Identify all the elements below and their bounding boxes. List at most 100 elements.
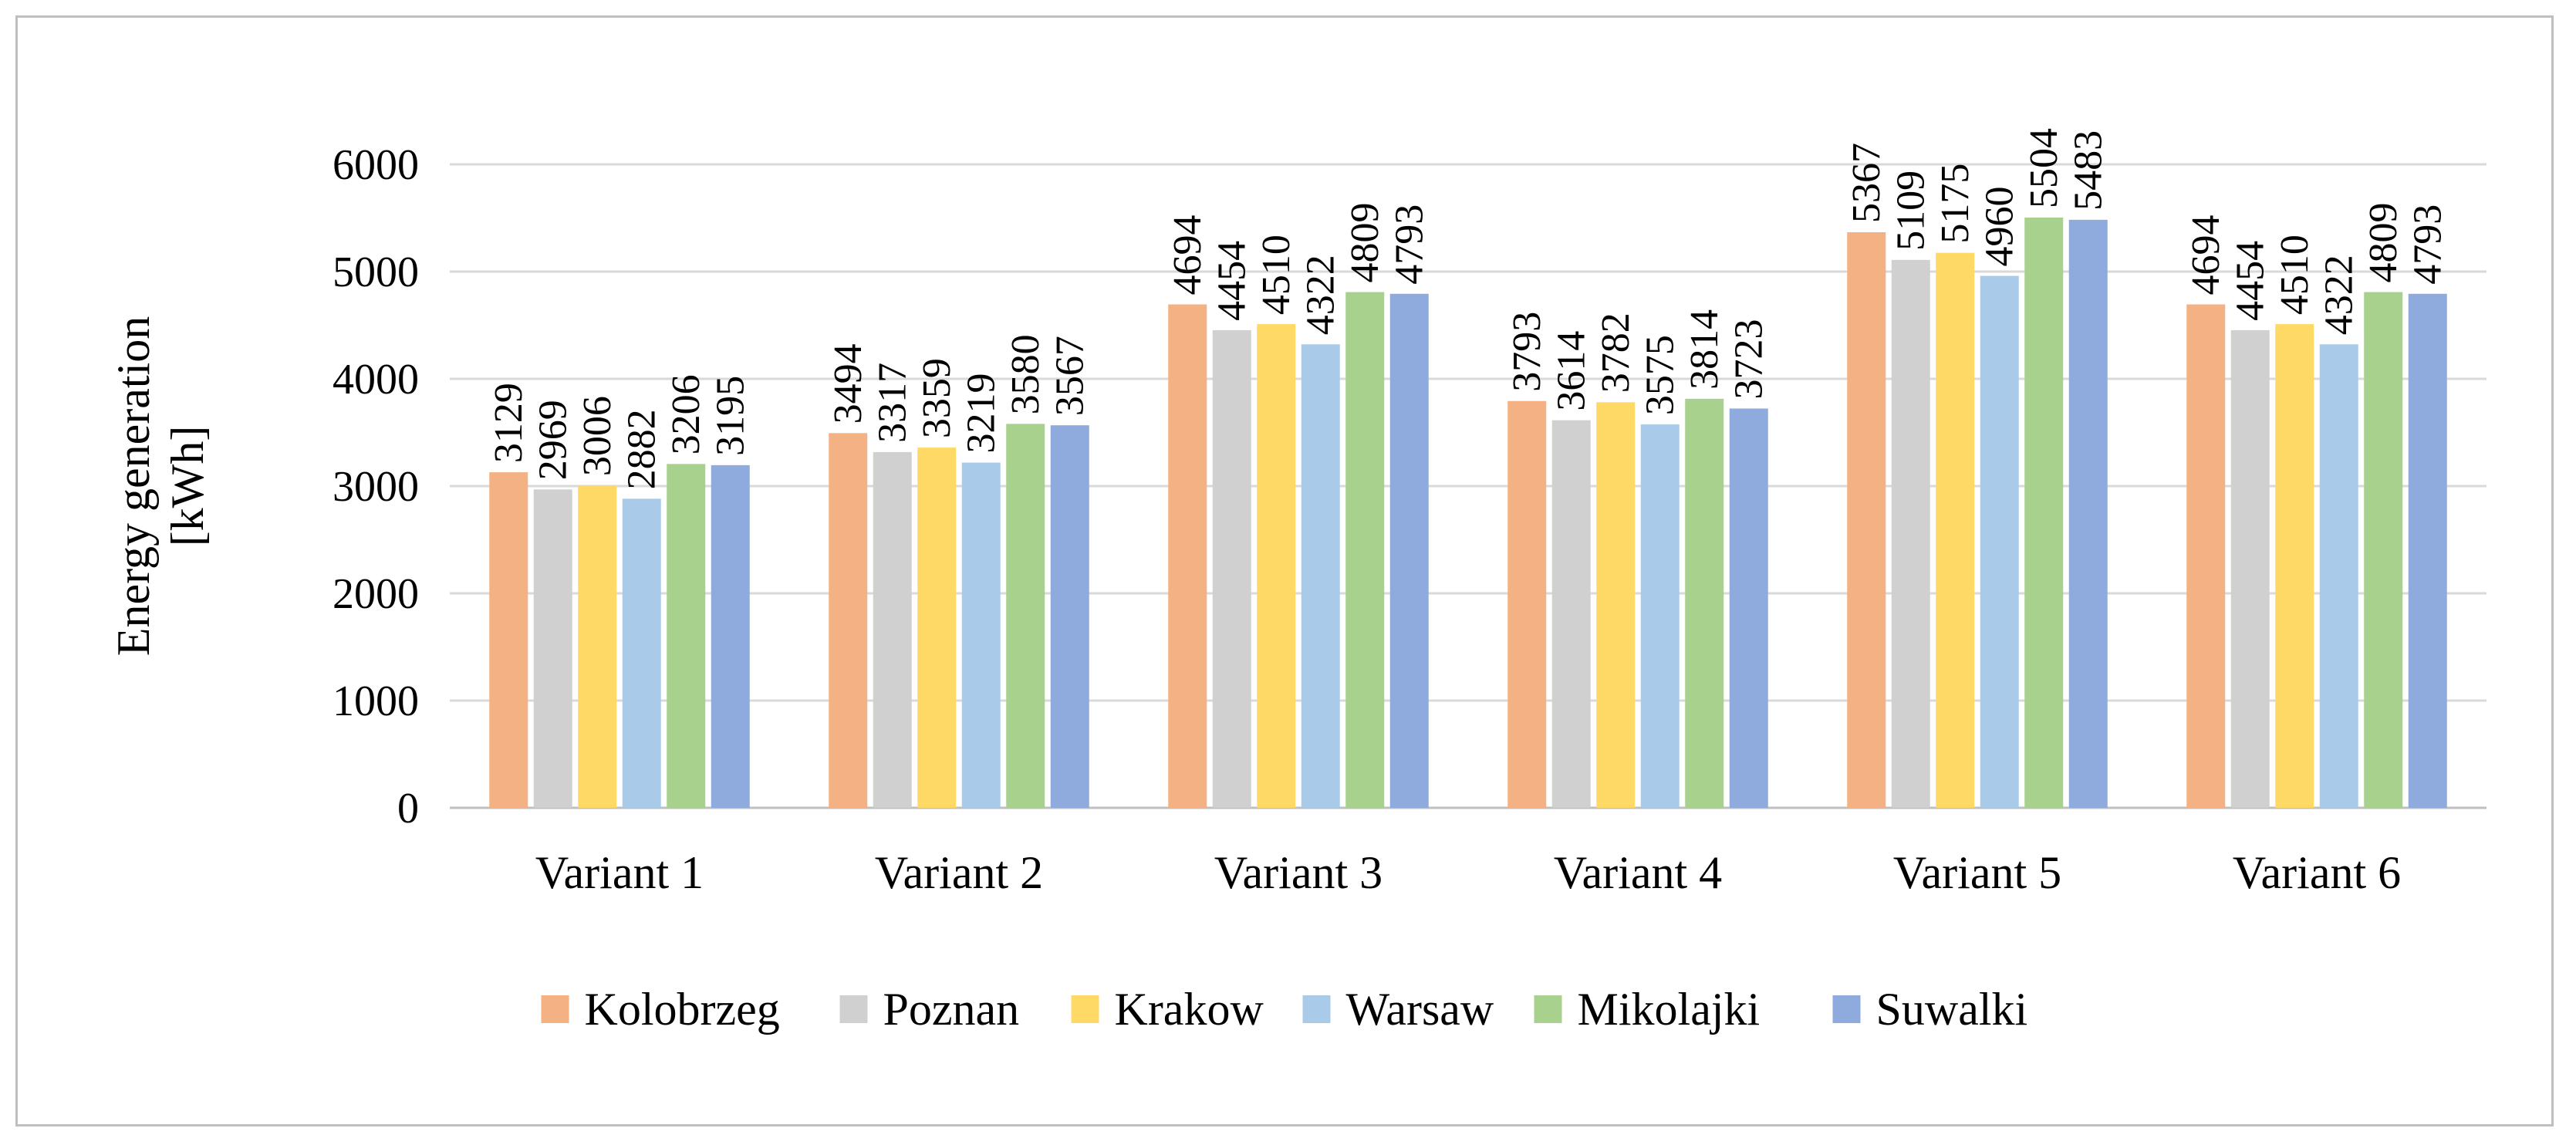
y-tick-label-4000: 4000 [333, 356, 419, 404]
legend-swatch-mikolajki [1534, 995, 1562, 1023]
x-tick-label-variant-1: Variant 1 [535, 847, 704, 898]
bar-variant-6-poznan [2230, 329, 2270, 808]
bar-variant-5-kolobrzeg [1847, 231, 1886, 808]
data-label-variant-6-warsaw: 4322 [2318, 255, 2362, 335]
chart-frame: 3129 2969 3006 2882 3206 3195 3494 3317 3359 3219… [15, 15, 2554, 1126]
data-label-variant-6-suwalki: 4793 [2406, 204, 2450, 285]
data-label-variant-6-kolobrzeg: 4694 [2184, 215, 2228, 296]
y-axis-title: Energy generation[kWh] [108, 316, 213, 656]
gridlines [450, 163, 2487, 809]
bar-variant-6-kolobrzeg [2186, 304, 2226, 808]
data-label-variant-2-suwalki: 3567 [1048, 336, 1092, 416]
data-label-variant-1-warsaw: 2882 [620, 409, 664, 489]
bar-variant-1-warsaw [622, 498, 661, 808]
bar-variant-1-mikolajki [667, 464, 706, 808]
bar-chart: 3129 2969 3006 2882 3206 3195 3494 3317 3359 3219… [108, 128, 2487, 1035]
legend-swatch-kolobrzeg [541, 995, 569, 1023]
legend-item-poznan: Poznan [839, 984, 1020, 1035]
bar-variant-2-suwalki [1050, 425, 1089, 808]
data-label-variant-2-warsaw: 3219 [960, 373, 1004, 454]
axes: 0 1000 2000 3000 4000 5000 6000 Energy generati… [108, 141, 2401, 898]
data-label-variant-1-krakow: 3006 [576, 396, 620, 476]
data-label-variant-4-suwalki: 3723 [1727, 319, 1771, 400]
data-label-variant-4-mikolajki: 3814 [1683, 309, 1727, 390]
bar-variant-2-krakow [917, 448, 957, 808]
data-label-variant-3-poznan: 4454 [1210, 241, 1254, 321]
legend-label-krakow: Krakow [1115, 984, 1264, 1035]
legend-label-warsaw: Warsaw [1346, 984, 1494, 1035]
y-tick-label-5000: 5000 [333, 248, 419, 296]
y-tick-label-6000: 6000 [333, 141, 419, 189]
data-label-variant-2-mikolajki: 3580 [1004, 334, 1048, 414]
data-label-variant-3-warsaw: 4322 [1299, 255, 1343, 335]
x-tick-label-variant-4: Variant 4 [1554, 847, 1722, 898]
x-tick-label-variant-5: Variant 5 [1893, 847, 2061, 898]
data-label-variant-1-suwalki: 3195 [709, 376, 753, 456]
data-label-variant-6-poznan: 4454 [2229, 241, 2273, 321]
bar-variant-3-krakow [1257, 324, 1296, 808]
bar-variant-5-poznan [1891, 259, 1930, 808]
bar-variant-4-kolobrzeg [1507, 400, 1547, 808]
legend-swatch-suwalki [1832, 995, 1861, 1023]
data-label-variant-3-krakow: 4510 [1254, 235, 1298, 315]
legend-swatch-warsaw [1302, 995, 1331, 1023]
legend-label-poznan: Poznan [883, 984, 1020, 1035]
data-label-variant-5-mikolajki: 5504 [2022, 128, 2066, 208]
data-label-variant-4-krakow: 3782 [1594, 312, 1638, 393]
legend-item-mikolajki: Mikolajki [1534, 984, 1761, 1035]
bar-variant-3-suwalki [1389, 293, 1429, 808]
legend-item-suwalki: Suwalki [1832, 984, 2028, 1035]
legend-swatch-krakow [1071, 995, 1099, 1023]
legend-item-kolobrzeg: Kolobrzeg [541, 984, 780, 1035]
y-tick-label-2000: 2000 [333, 570, 419, 618]
bar-variant-3-kolobrzeg [1168, 304, 1207, 808]
bar-variant-6-krakow [2275, 324, 2314, 808]
bar-variant-1-kolobrzeg [489, 472, 528, 808]
bar-variant-2-kolobrzeg [829, 433, 868, 808]
bar-variant-6-warsaw [2319, 344, 2358, 808]
data-label-variant-3-mikolajki: 4809 [1343, 203, 1387, 283]
bar-variant-5-krakow [1936, 252, 1975, 808]
bar-variant-6-suwalki [2408, 293, 2447, 808]
legend-label-mikolajki: Mikolajki [1578, 984, 1761, 1035]
data-label-variant-5-warsaw: 4960 [1978, 187, 2022, 267]
bar-variant-1-krakow [578, 485, 617, 808]
data-label-variant-4-kolobrzeg: 3793 [1505, 312, 1549, 392]
legend-item-krakow: Krakow [1071, 984, 1264, 1035]
legend-item-warsaw: Warsaw [1302, 984, 1494, 1035]
bar-variant-5-suwalki [2068, 219, 2108, 808]
bar-variant-6-mikolajki [2364, 292, 2403, 808]
data-label-variant-6-mikolajki: 4809 [2362, 203, 2406, 283]
x-tick-label-variant-6: Variant 6 [2233, 847, 2401, 898]
legend: Kolobrzeg Poznan Krakow Warsaw Mikolajki Suwa… [541, 984, 2028, 1035]
bar-variant-3-warsaw [1301, 344, 1340, 808]
y-tick-label-3000: 3000 [333, 463, 419, 511]
bar-variant-3-mikolajki [1345, 292, 1385, 808]
legend-label-suwalki: Suwalki [1876, 984, 2028, 1035]
data-label-variant-2-kolobrzeg: 3494 [826, 343, 870, 424]
bar-variant-4-suwalki [1729, 408, 1768, 808]
data-label-variant-1-mikolajki: 3206 [664, 374, 708, 454]
data-labels: 3129 2969 3006 2882 3206 3195 3494 3317 3359 3219… [487, 128, 2450, 489]
y-tick-label-1000: 1000 [333, 677, 419, 725]
data-label-variant-1-poznan: 2969 [532, 400, 576, 480]
bar-variant-3-poznan [1212, 329, 1251, 808]
x-tick-label-variant-3: Variant 3 [1214, 847, 1383, 898]
y-axis-title-line-2: [kWh] [162, 426, 213, 547]
bar-variant-2-warsaw [961, 462, 1001, 808]
data-label-variant-3-suwalki: 4793 [1388, 204, 1432, 285]
data-label-variant-1-kolobrzeg: 3129 [487, 383, 531, 463]
data-label-variant-3-kolobrzeg: 4694 [1166, 215, 1210, 296]
bar-variant-4-poznan [1551, 420, 1591, 808]
data-label-variant-4-warsaw: 3575 [1639, 335, 1683, 415]
data-label-variant-5-krakow: 5175 [1933, 164, 1977, 244]
bar-variant-5-warsaw [1980, 275, 2019, 808]
bar-variant-4-warsaw [1640, 424, 1680, 808]
bar-variant-1-suwalki [711, 464, 750, 808]
data-label-variant-6-krakow: 4510 [2273, 235, 2317, 315]
data-label-variant-2-poznan: 3317 [871, 363, 915, 443]
bar-variant-2-poznan [873, 451, 912, 808]
bar-variant-4-krakow [1596, 402, 1636, 808]
bar-variant-2-mikolajki [1006, 424, 1045, 808]
bars [489, 217, 2447, 809]
